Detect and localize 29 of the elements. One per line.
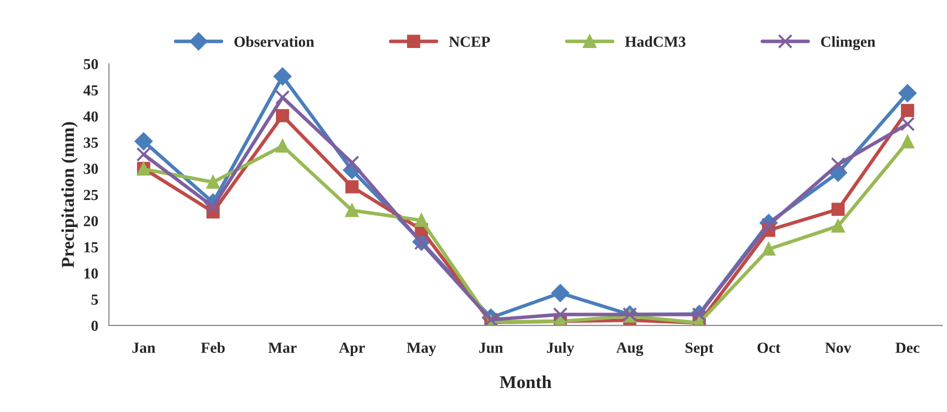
x-tick-label: May: [406, 342, 436, 356]
x-tick-label: Mar: [268, 342, 297, 353]
y-tick-label: 20: [84, 216, 98, 226]
y-tick-label: 0: [91, 320, 98, 331]
y-tick-label: 50: [84, 59, 98, 70]
legend-label: NCEP: [449, 36, 490, 47]
legend-label: Climgen: [821, 36, 876, 50]
y-tick-label: 45: [83, 85, 98, 96]
x-tick-label: Aug: [616, 342, 644, 356]
y-tick-label: 25: [84, 190, 98, 200]
y-tick-label: 30: [84, 164, 98, 174]
x-tick-label: Apr: [338, 342, 365, 356]
y-tick-label: 5: [91, 294, 98, 305]
x-tick-label: Sept: [686, 342, 714, 356]
x-tick-label: Dec: [896, 342, 920, 353]
x-axis-title: Month: [500, 375, 552, 388]
y-tick-label: 15: [84, 242, 98, 252]
x-tick-label: July: [546, 342, 574, 356]
x-tick-label: Jun: [479, 342, 503, 353]
x-tick-label: Oct: [758, 342, 780, 353]
y-tick-label: 10: [84, 268, 98, 279]
legend-label: Observation: [234, 36, 314, 47]
legend-label: HadCM3: [625, 36, 686, 47]
y-axis-title: Precipitation (mm): [61, 122, 78, 268]
x-tick-label: Nov: [825, 342, 852, 353]
y-tick-label: 40: [83, 111, 98, 122]
y-tick-label: 35: [84, 138, 98, 148]
x-tick-label: Jan: [132, 342, 156, 353]
x-tick-label: Feb: [201, 342, 225, 353]
